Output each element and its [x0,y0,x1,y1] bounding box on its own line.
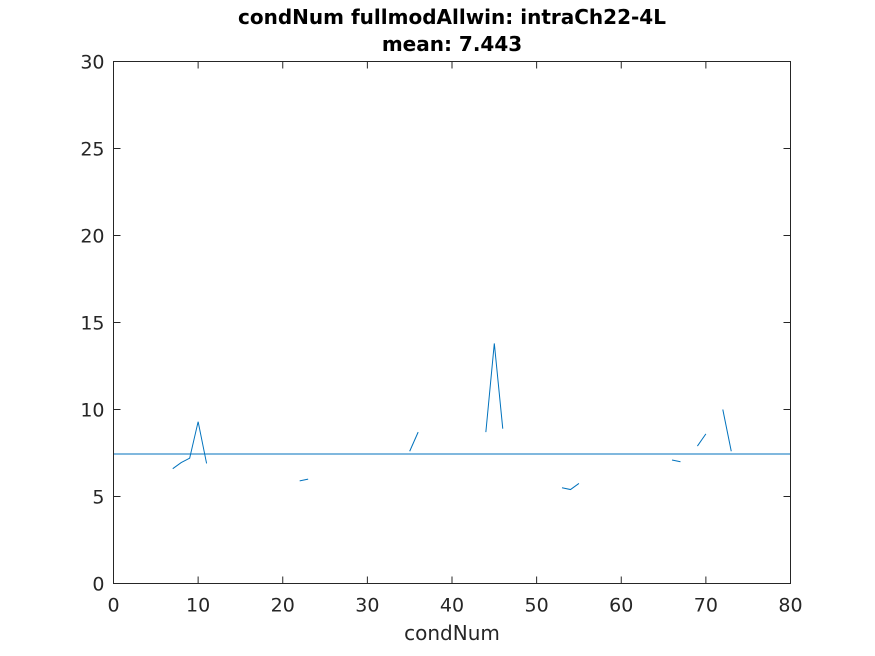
series-segment-3 [409,431,419,452]
y-tick-label: 25 [80,139,104,161]
y-tick-label: 30 [80,52,104,74]
series-group [172,343,732,491]
x-tick-label: 20 [271,595,295,617]
x-tick-label: 30 [355,595,379,617]
x-tick-label: 50 [525,595,549,617]
x-tick-label: 60 [609,595,633,617]
y-tick-label: 10 [80,400,104,422]
series-segment-8 [722,409,732,452]
x-tick-label: 80 [778,595,802,617]
x-tick-label: 40 [440,595,464,617]
y-tick-label: 0 [92,574,104,596]
x-tick-label: 10 [186,595,210,617]
y-tick-label: 5 [92,487,104,509]
series-segment-4 [485,343,504,433]
x-axis-label: condNum [404,621,500,645]
y-tick-label: 20 [80,226,104,248]
x-tick-label: 0 [107,595,119,617]
series-segment-5 [561,483,580,491]
x-tick-label: 70 [694,595,718,617]
series-segment-7 [696,433,707,447]
series-segment-2 [299,478,309,482]
chart-title: condNum fullmodAllwin: intraCh22-4L [238,5,666,29]
y-axis-ticks: 0 5 10 15 20 25 30 [80,52,791,596]
series-segment-1 [172,421,208,470]
x-axis-ticks: 0 10 20 30 40 50 60 70 80 [107,61,803,617]
chart-subtitle: mean: 7.443 [382,32,522,56]
y-tick-label: 15 [80,313,104,335]
series-segment-6 [671,459,681,463]
plot-area [113,61,791,584]
